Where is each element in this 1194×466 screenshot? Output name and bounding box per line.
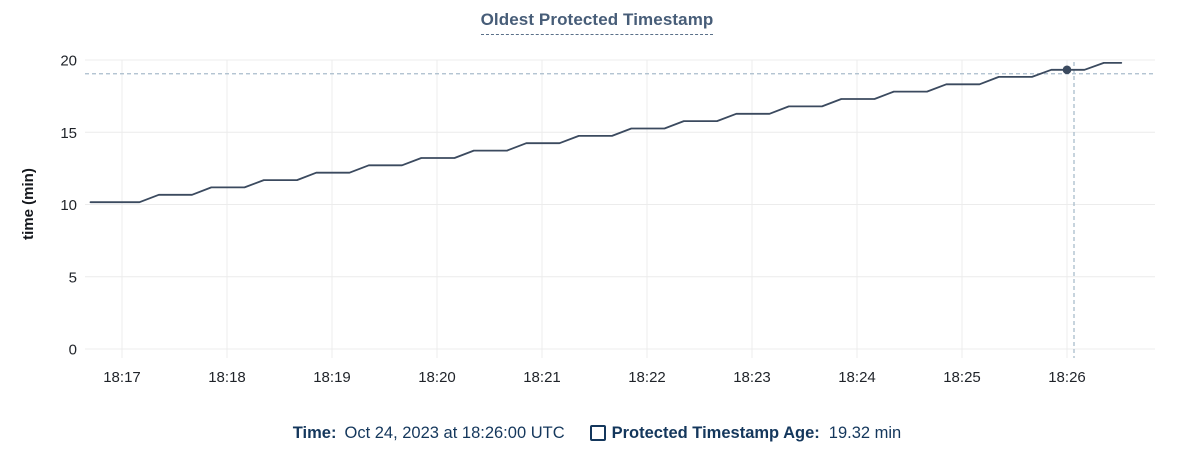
hover-legend: Time: Oct 24, 2023 at 18:26:00 UTC Prote… [0,420,1194,446]
x-tick-label: 18:17 [103,369,141,386]
x-tick-label: 18:23 [733,369,771,386]
x-tick-label: 18:22 [628,369,666,386]
legend-item-protected-timestamp-age[interactable]: Protected Timestamp Age: 19.32 min [589,423,902,443]
legend-checkbox-icon[interactable] [589,425,606,441]
x-tick-label: 18:26 [1048,369,1086,386]
hover-dot [1062,65,1072,75]
y-tick-label: 20 [60,53,77,70]
x-tick-label: 18:24 [838,369,876,386]
series-label: Protected Timestamp Age: [611,423,820,442]
x-tick-label: 18:19 [313,369,351,386]
x-tick-label: 18:18 [208,369,246,386]
time-label: Time: [292,423,337,442]
time-value: Oct 24, 2023 at 18:26:00 UTC [344,423,565,442]
hover-time-readout: Time: Oct 24, 2023 at 18:26:00 UTC [293,424,565,443]
y-tick-label: 15 [60,125,77,142]
y-axis-label: time (min) [20,168,37,240]
series-value: 19.32 min [828,423,902,442]
series-line [89,62,1123,204]
x-tick-label: 18:20 [418,369,456,386]
chart-title-row: Oldest Protected Timestamp [0,10,1194,35]
chart-title[interactable]: Oldest Protected Timestamp [480,10,714,35]
x-tick-label: 18:21 [523,369,561,386]
y-tick-label: 10 [60,197,77,214]
y-tick-label: 0 [69,342,77,359]
x-tick-label: 18:25 [943,369,981,386]
y-tick-label: 5 [69,269,77,286]
chart-canvas[interactable]: time (min) 0 5 10 15 20 18:17 18:18 18:19 18:20 1… [0,0,1194,405]
